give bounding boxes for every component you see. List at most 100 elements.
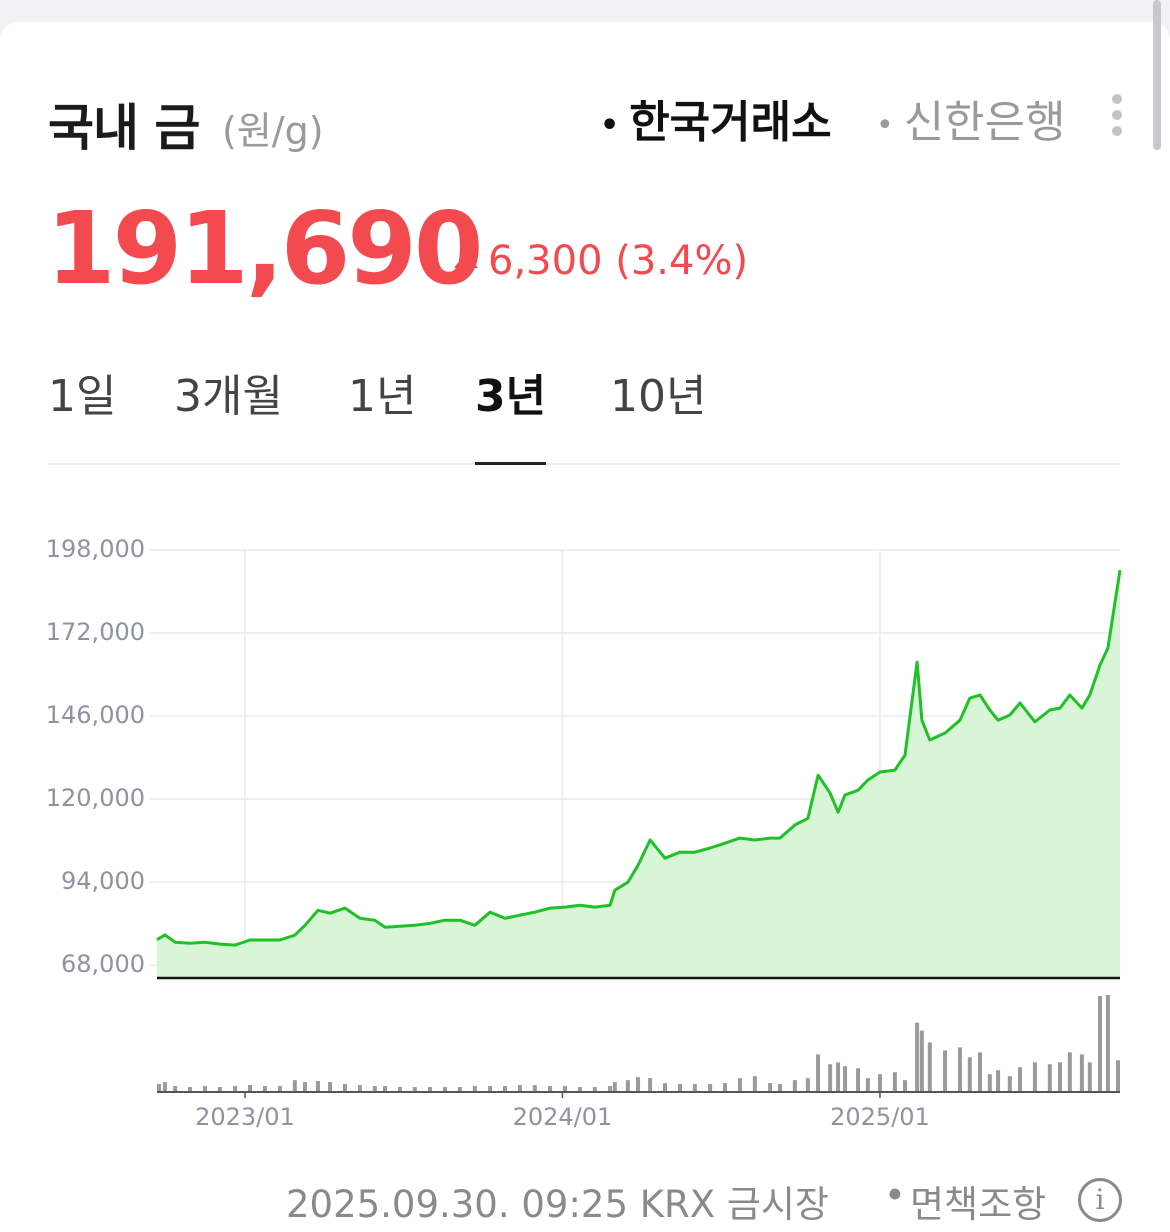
volume-bar xyxy=(708,1084,713,1092)
volume-bar xyxy=(987,1074,992,1092)
card xyxy=(0,22,1170,1232)
volume-bar xyxy=(488,1086,493,1092)
price-line xyxy=(156,569,1122,947)
volume-bar xyxy=(292,1080,297,1092)
volume-bar xyxy=(892,1072,897,1092)
volume-bar xyxy=(648,1078,653,1092)
volume-bar xyxy=(577,1087,582,1092)
bullet: • xyxy=(876,107,894,143)
more-menu[interactable] xyxy=(1110,94,1124,142)
volume-bar xyxy=(1087,1062,1092,1092)
volume-bar xyxy=(737,1078,742,1092)
disclaimer[interactable]: 면책조항 xyxy=(910,1183,1047,1226)
bullet: • xyxy=(600,107,620,143)
volume-bar xyxy=(382,1086,387,1092)
source-option[interactable]: • 신한은행 xyxy=(876,86,1066,150)
period-tab[interactable]: 1년 xyxy=(348,371,417,422)
volume-bar xyxy=(843,1066,848,1092)
source-label: 신한은행 xyxy=(903,97,1066,148)
unit: (원/g) xyxy=(222,109,324,153)
y-tick-label: 94,000 xyxy=(61,867,145,895)
divider xyxy=(48,463,1120,465)
volume-bar xyxy=(723,1083,728,1092)
volume-bar xyxy=(1017,1067,1022,1092)
volume-bar xyxy=(233,1086,238,1092)
volume-bar xyxy=(1007,1076,1012,1092)
y-tick-label: 198,000 xyxy=(46,535,145,563)
source-option[interactable]: • 한국거래소 xyxy=(600,86,832,150)
volume-bar xyxy=(457,1087,462,1092)
period-tab[interactable]: 1일 xyxy=(48,371,117,422)
volume-bar xyxy=(903,1080,908,1092)
volume-bar xyxy=(562,1086,567,1092)
price-change: 6,300 (3.4%) xyxy=(488,238,749,284)
volume-bar xyxy=(777,1084,782,1092)
volume-bar xyxy=(927,1042,932,1092)
volume-bar xyxy=(217,1087,222,1092)
y-tick-label: 172,000 xyxy=(46,618,145,646)
volume-bar xyxy=(919,1030,924,1092)
volume-bar xyxy=(943,1050,948,1092)
volume-bar xyxy=(967,1057,972,1092)
scrollbar xyxy=(1153,0,1161,150)
volume-bar xyxy=(977,1052,982,1092)
info-icon[interactable]: i xyxy=(1078,1178,1122,1222)
volume-bar xyxy=(996,1070,1001,1092)
volume-bar xyxy=(1105,994,1110,1092)
volume-bar xyxy=(428,1087,433,1092)
volume-bar xyxy=(625,1080,630,1092)
separator: • xyxy=(884,1174,906,1217)
volume-bar xyxy=(663,1083,668,1092)
volume-bar xyxy=(856,1068,861,1092)
up-arrow xyxy=(454,252,478,268)
y-tick-label: 68,000 xyxy=(61,950,145,978)
volume-bar xyxy=(636,1077,641,1092)
source-label: 한국거래소 xyxy=(629,97,832,148)
volume-bar xyxy=(836,1062,841,1092)
volume-bar xyxy=(262,1086,267,1092)
volume-bar xyxy=(532,1085,537,1092)
volume-bar xyxy=(752,1076,757,1092)
tab-underline xyxy=(475,462,546,465)
volume-bar xyxy=(915,1022,920,1092)
y-tick-label: 146,000 xyxy=(46,701,145,729)
volume-bar xyxy=(805,1078,810,1092)
price: 191,690 xyxy=(46,190,483,307)
volume-bar xyxy=(612,1082,617,1092)
volume-bar xyxy=(502,1086,507,1092)
volume-bar xyxy=(315,1081,320,1092)
timestamp: 2025.09.30. 09:25 KRX 금시장 xyxy=(286,1183,829,1226)
volume-bar xyxy=(442,1087,447,1092)
period-tab[interactable]: 10년 xyxy=(610,371,707,422)
title: 국내 금 xyxy=(48,99,200,157)
area-fill xyxy=(157,570,1120,978)
volume-bar xyxy=(1116,1060,1120,1092)
volume-bar xyxy=(202,1086,207,1092)
volume-bar xyxy=(1047,1064,1052,1092)
volume-bar xyxy=(162,1082,167,1092)
volume-bar xyxy=(277,1086,282,1092)
volume-bar xyxy=(328,1082,333,1092)
volume-bar xyxy=(1032,1062,1037,1092)
period-tab[interactable]: 3년 xyxy=(475,371,547,422)
volume-bar xyxy=(517,1085,522,1092)
x-tick-label: 2025/01 xyxy=(830,1103,930,1131)
volume-bar xyxy=(1057,1062,1062,1092)
volume-bar xyxy=(173,1086,178,1092)
period-tab[interactable]: 3개월 xyxy=(174,371,283,422)
volume-bar xyxy=(357,1085,362,1092)
volume-bar xyxy=(372,1086,377,1092)
y-tick-label: 120,000 xyxy=(46,784,145,812)
volume-bar xyxy=(342,1084,347,1092)
volume-bar xyxy=(1067,1052,1072,1092)
volume-bar xyxy=(865,1078,870,1092)
volume-bar xyxy=(768,1083,773,1092)
volume-bar xyxy=(608,1086,613,1092)
volume-bar xyxy=(412,1087,417,1092)
volume-bar xyxy=(302,1082,307,1092)
volume-bar xyxy=(248,1085,253,1092)
volume-bar xyxy=(548,1086,553,1092)
volume-bar xyxy=(397,1087,402,1092)
